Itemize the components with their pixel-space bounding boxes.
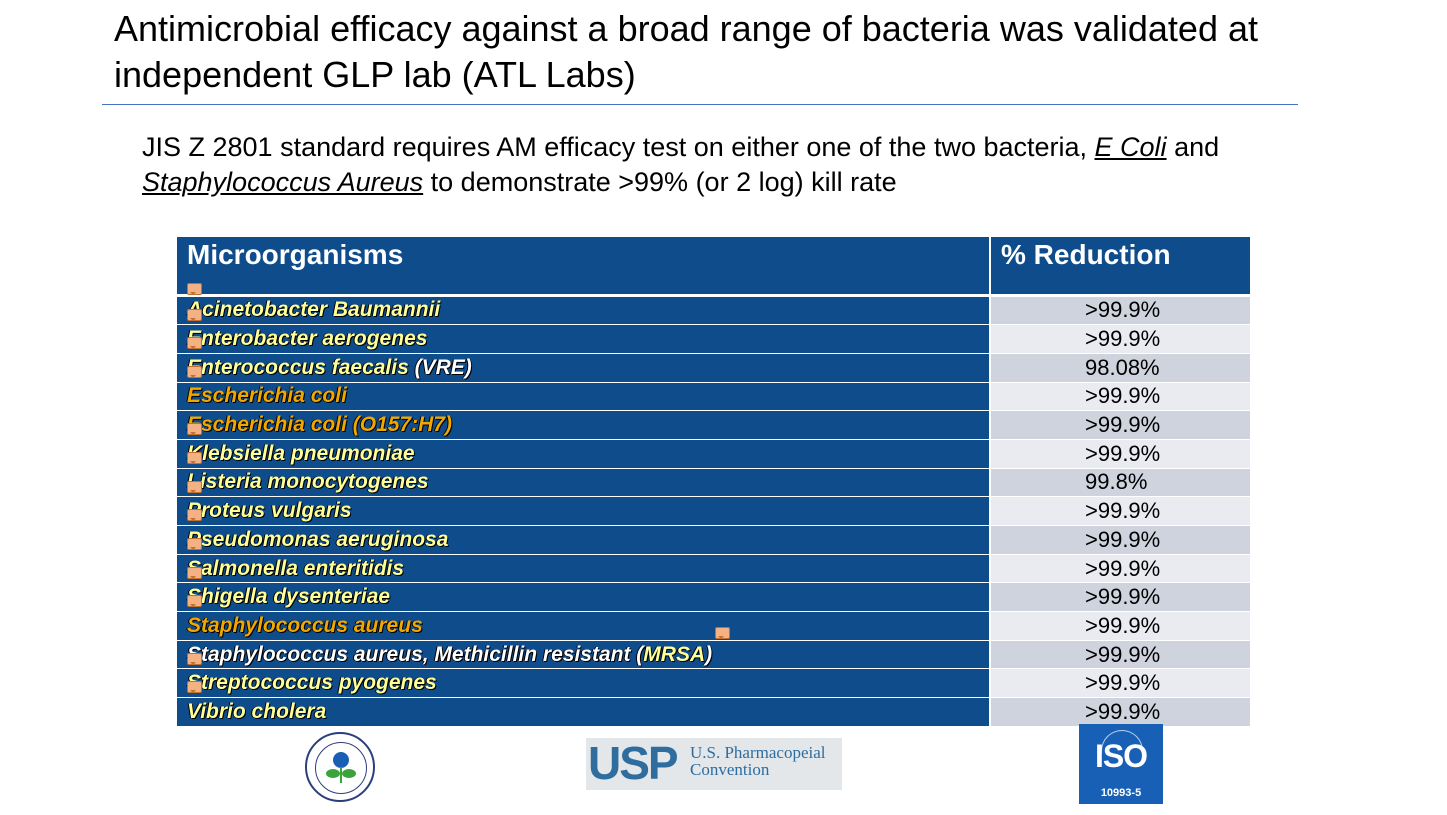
reduction-value: >99.9% <box>989 525 1250 555</box>
microorganism-name: Streptococcus pyogenes <box>177 668 990 699</box>
table-row: Vibrio cholera >99.9% <box>177 697 1250 727</box>
microorganism-name: Proteus vulgaris <box>177 496 990 526</box>
organism-label: Klebsiella pneumoniae <box>187 441 415 465</box>
comment-icon[interactable] <box>187 283 202 295</box>
usp-mark: USP <box>588 737 679 789</box>
organism-label: Escherichia coli (O157:H7) <box>187 413 452 437</box>
reduction-value: >99.9% <box>989 382 1250 412</box>
comment-icon[interactable] <box>187 595 202 608</box>
organism-label: Proteus vulgaris <box>187 499 352 523</box>
table-row: Staphylococcus aureus >99.9% <box>177 611 1250 641</box>
subtitle-part1: JIS Z 2801 standard requires AM efficacy… <box>142 132 1095 162</box>
microorganism-name: Staphylococcus aureus <box>177 611 990 641</box>
organism-label: Acinetobacter Baumannii <box>187 298 441 322</box>
iso-standard-number: 10993-5 <box>1100 787 1142 799</box>
comment-icon[interactable] <box>187 509 202 522</box>
table-row: Pseudomonas aeruginosa >99.9% <box>177 525 1250 555</box>
microorganism-name: Acinetobacter Baumannii <box>177 295 990 326</box>
subtitle-organism1: E Coli <box>1094 132 1167 162</box>
iso-word: ISO <box>1094 738 1148 774</box>
reduction-value: >99.9% <box>989 295 1250 326</box>
microorganism-name: Escherichia coli (O157:H7) <box>177 410 990 440</box>
reduction-value: >99.9% <box>989 410 1250 440</box>
table-body: Acinetobacter Baumannii >99.9% Enterobacte… <box>177 295 1250 727</box>
comment-icon[interactable] <box>715 627 730 640</box>
comment-icon[interactable] <box>187 423 202 436</box>
table-row: Escherichia coli (O157:H7) >99.9% <box>177 410 1250 440</box>
microorganism-name: Pseudomonas aeruginosa <box>177 525 990 555</box>
reduction-value: >99.9% <box>989 496 1250 526</box>
reduction-value: 98.08% <box>989 353 1250 383</box>
microorganism-name: Listeria monocytogenes <box>177 468 990 498</box>
comment-icon[interactable] <box>187 538 202 550</box>
organism-label: Streptococcus pyogenes <box>187 671 437 695</box>
reduction-value: >99.9% <box>989 668 1250 699</box>
reduction-value: >99.9% <box>989 439 1250 469</box>
table-row: Enterococcus faecalis (VRE) 98.08% <box>177 353 1250 383</box>
subtitle-organism2: Staphylococcus Aureus <box>142 167 424 197</box>
microorganism-name: Staphylococcus aureus, Methicillin resis… <box>177 640 990 670</box>
table-row: Salmonella enteritidis >99.9% <box>177 554 1250 584</box>
reduction-value: 99.8% <box>989 468 1250 498</box>
organism-label: Shigella dysenteriae <box>187 585 391 609</box>
comment-icon[interactable] <box>187 337 202 350</box>
table-row: Enterobacter aerogenes >99.9% <box>177 324 1250 354</box>
microorganism-name: Escherichia coli <box>177 382 990 412</box>
header-reduction: % Reduction <box>989 237 1250 297</box>
table-row: Listeria monocytogenes 99.8% <box>177 468 1250 498</box>
organism-label: Escherichia coli <box>187 384 347 408</box>
organism-label: Staphylococcus aureus, Methicillin resis… <box>187 642 644 666</box>
table-row: Shigella dysenteriae >99.9% <box>177 582 1250 613</box>
slide-title: Antimicrobial efficacy against a broad r… <box>114 8 1258 95</box>
table-header-row: Microorganisms % Reduction <box>177 237 1250 297</box>
comment-icon[interactable] <box>187 451 202 464</box>
usp-logo: USP U.S. Pharmacopeial Convention <box>586 738 842 790</box>
organism-label: Enterobacter aerogenes <box>187 327 428 351</box>
subtitle-part2: and <box>1166 132 1220 162</box>
reduction-value: >99.9% <box>989 582 1250 613</box>
comment-icon[interactable] <box>187 566 202 579</box>
table-row: Proteus vulgaris >99.9% <box>177 496 1250 526</box>
header-microorganisms: Microorganisms <box>177 237 990 297</box>
table-row: Streptococcus pyogenes >99.9% <box>177 668 1250 699</box>
comment-icon[interactable] <box>187 308 202 321</box>
reduction-value: >99.9% <box>989 640 1250 670</box>
slide-subtitle: JIS Z 2801 standard requires AM efficacy… <box>142 130 1302 200</box>
reduction-value: >99.9% <box>989 324 1250 354</box>
organism-suffix: MRSA <box>643 642 706 666</box>
organism-label: Staphylococcus aureus <box>187 613 423 637</box>
organism-label: Pseudomonas aeruginosa <box>187 527 449 551</box>
table-row: Acinetobacter Baumannii >99.9% <box>177 295 1250 326</box>
organism-suffix: (VRE) <box>408 355 472 379</box>
subtitle-part3: to demonstrate >99% (or 2 log) kill rate <box>423 167 897 197</box>
microorganism-name: Enterobacter aerogenes <box>177 324 990 354</box>
organism-label: Vibrio cholera <box>187 699 327 723</box>
organism-label: Enterococcus faecalis <box>187 355 409 379</box>
microorganism-name: Vibrio cholera <box>177 697 990 727</box>
organism-label: Listeria monocytogenes <box>187 470 429 494</box>
microorganism-name: Enterococcus faecalis (VRE) <box>177 353 990 383</box>
microorganism-name: Salmonella enteritidis <box>177 554 990 584</box>
reduction-value: >99.9% <box>989 611 1250 641</box>
reduction-value: >99.9% <box>989 554 1250 584</box>
organism-label: Salmonella enteritidis <box>187 556 405 580</box>
title-divider <box>102 104 1298 105</box>
comment-icon[interactable] <box>187 480 202 493</box>
table-row: Staphylococcus aureus, Methicillin resis… <box>177 640 1250 670</box>
comment-icon[interactable] <box>187 365 202 378</box>
comment-icon[interactable] <box>187 652 202 665</box>
comment-icon[interactable] <box>187 681 202 694</box>
reduction-value: >99.9% <box>989 697 1250 727</box>
efficacy-table: Microorganisms % Reduction Acinetobacter… <box>177 237 1250 727</box>
usp-text: U.S. Pharmacopeial Convention <box>690 743 826 779</box>
microorganism-name: Klebsiella pneumoniae <box>177 439 990 469</box>
iso-logo: ISO 10993-5 <box>1079 724 1163 804</box>
microorganism-name: Shigella dysenteriae <box>177 582 990 613</box>
organism-suffix-close: ) <box>705 642 713 666</box>
epa-seal-logo <box>305 732 375 802</box>
table-row: Klebsiella pneumoniae >99.9% <box>177 439 1250 469</box>
table-row: Escherichia coli >99.9% <box>177 382 1250 412</box>
